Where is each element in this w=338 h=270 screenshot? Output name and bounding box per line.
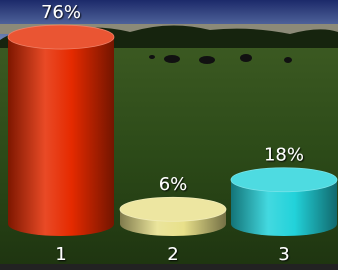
x-tick-label: 1 <box>55 244 66 265</box>
value-label: 6% <box>159 174 188 195</box>
value-label: 76% <box>41 2 81 23</box>
cylinder-top <box>231 168 337 192</box>
chart: 76% 1 6% 2 18% 3 <box>0 0 338 270</box>
cylinder-top <box>8 25 114 49</box>
x-tick-label: 2 <box>167 244 178 265</box>
x-tick-label: 3 <box>278 244 289 265</box>
cylinder-top <box>120 197 226 221</box>
cylinder <box>120 197 226 236</box>
cylinder <box>231 168 337 236</box>
cylinder <box>8 25 114 236</box>
cylinder-body <box>8 37 114 224</box>
value-label: 18% <box>264 145 304 166</box>
